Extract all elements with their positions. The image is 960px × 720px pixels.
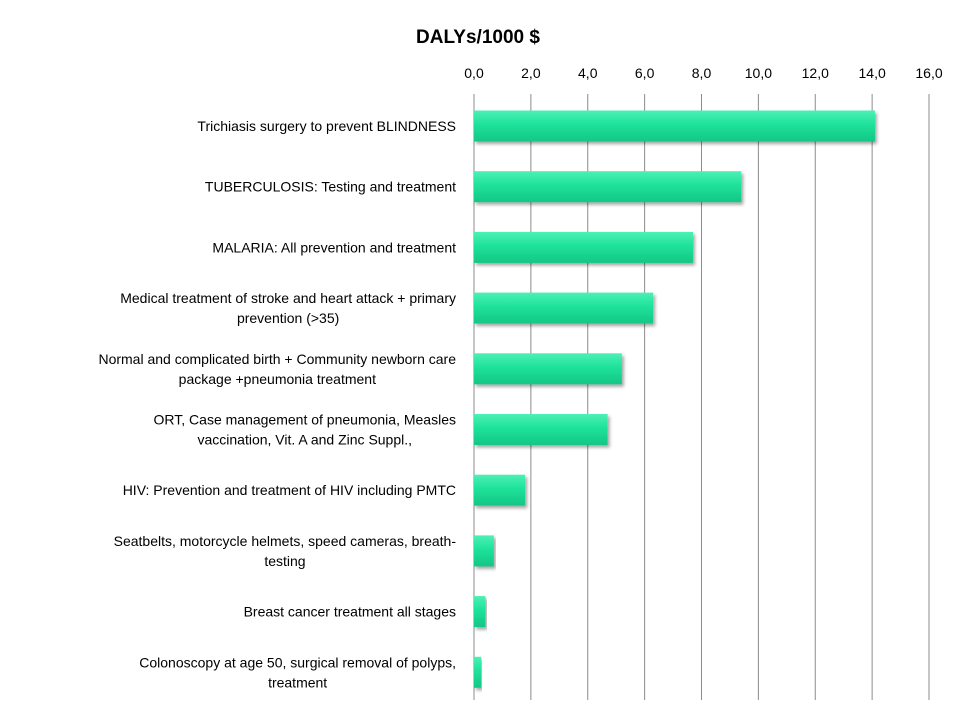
category-label: HIV: Prevention and treatment of HIV inc… (123, 482, 456, 498)
bar (474, 171, 742, 203)
bar (474, 474, 526, 506)
x-tick-label: 12,0 (802, 65, 829, 81)
category-label: Seatbelts, motorcycle helmets, speed cam… (114, 533, 457, 569)
x-tick-label: 4,0 (578, 65, 598, 81)
x-tick-label: 14,0 (859, 65, 886, 81)
category-label-line: Seatbelts, motorcycle helmets, speed cam… (114, 533, 457, 549)
category-label: Medical treatment of stroke and heart at… (120, 290, 456, 326)
category-label-line: MALARIA: All prevention and treatment (212, 239, 456, 255)
bar (474, 292, 654, 324)
chart-title: DALYs/1000 $ (416, 27, 540, 48)
category-label-line: Breast cancer treatment all stages (244, 604, 456, 620)
category-label: Colonoscopy at age 50, surgical removal … (139, 654, 456, 690)
category-label-line: TUBERCULOSIS: Testing and treatment (205, 179, 456, 195)
bar (474, 596, 486, 628)
bar (474, 656, 482, 688)
bar (474, 414, 608, 445)
category-label: TUBERCULOSIS: Testing and treatment (205, 179, 456, 195)
category-label-line: vaccination, Vit. A and Zinc Suppl., (197, 432, 412, 448)
x-tick-label: 2,0 (521, 65, 541, 81)
category-label-line: Medical treatment of stroke and heart at… (120, 290, 456, 306)
category-label: Trichiasis surgery to prevent BLINDNESS (197, 118, 456, 134)
x-tick-label: 6,0 (635, 65, 655, 81)
x-axis-ticks: 0,0 2,0 4,0 6,0 8,0 10,0 12,0 14,0 16,0 (464, 65, 943, 81)
category-label-line: package +pneumonia treatment (179, 371, 376, 387)
category-label-line: Normal and complicated birth + Community… (98, 351, 456, 367)
category-labels: Trichiasis surgery to prevent BLINDNESS T… (98, 118, 456, 690)
x-tick-label: 0,0 (464, 65, 484, 81)
category-label-line: treatment (268, 674, 327, 690)
category-label-line: testing (264, 553, 305, 569)
bar (474, 535, 494, 567)
category-label-line: HIV: Prevention and treatment of HIV inc… (123, 482, 456, 498)
category-label: Breast cancer treatment all stages (244, 604, 456, 620)
bar (474, 231, 693, 263)
category-label-line: Trichiasis surgery to prevent BLINDNESS (197, 118, 456, 134)
category-label-line: Colonoscopy at age 50, surgical removal … (139, 654, 456, 670)
category-label-line: ORT, Case management of pneumonia, Measl… (154, 412, 456, 428)
x-tick-label: 8,0 (692, 65, 712, 81)
bars (474, 110, 875, 688)
x-tick-label: 16,0 (915, 65, 942, 81)
category-label-line: prevention (>35) (237, 310, 339, 326)
bar (474, 353, 622, 385)
bar (474, 110, 875, 142)
x-tick-label: 10,0 (745, 65, 772, 81)
category-label: ORT, Case management of pneumonia, Measl… (154, 412, 456, 448)
category-label: MALARIA: All prevention and treatment (212, 239, 456, 255)
category-label: Normal and complicated birth + Community… (98, 351, 456, 387)
